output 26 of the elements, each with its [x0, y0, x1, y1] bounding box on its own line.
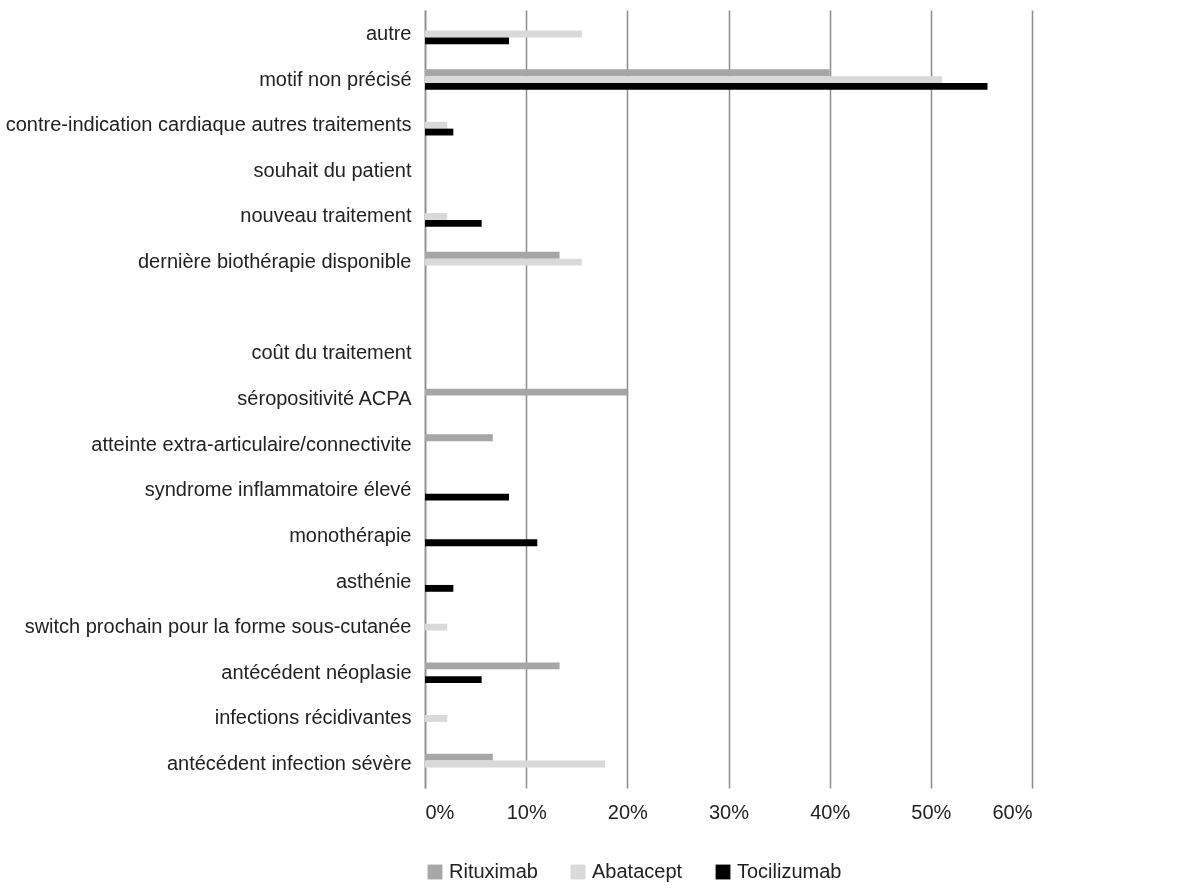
y-tick-label: nouveau traitement — [240, 204, 412, 227]
y-tick-label: autre — [365, 21, 412, 44]
x-tick-label: 10% — [506, 800, 547, 823]
y-tick-label: antécédent néoplasie — [221, 660, 412, 683]
y-tick-label: coût du traitement — [251, 341, 412, 364]
y-tick-label: antécédent infection sévère — [166, 752, 412, 775]
legend-label: Rituximab — [449, 860, 538, 882]
x-tick-label: 40% — [810, 800, 851, 823]
y-tick-label: souhait du patient — [253, 158, 412, 181]
y-tick-label: syndrome inflammatoire élevé — [144, 478, 412, 501]
y-tick-label: infections récidivantes — [214, 706, 412, 729]
legend-label: Abatacept — [592, 860, 683, 882]
x-tick-label: 50% — [911, 800, 952, 823]
y-tick-label: monothérapie — [289, 523, 412, 546]
y-tick-label: dernière biothérapie disponible — [137, 250, 412, 273]
x-tick-label: 20% — [607, 800, 649, 823]
y-tick-label: séropositivité ACPA — [237, 387, 413, 409]
y-tick-label: switch prochain pour la forme sous-cutanée — [24, 615, 412, 638]
y-tick-label: motif non précisé — [259, 67, 412, 90]
x-tick-label: 0% — [425, 800, 455, 823]
legend-label: Tocilizumab — [737, 860, 842, 882]
x-tick-label: 30% — [708, 800, 750, 823]
y-tick-label: contre-indication cardiaque autres traitements — [5, 113, 412, 136]
y-tick-label: asthénie — [335, 569, 412, 592]
y-tick-label: atteinte extra-articulaire/connectivite — [91, 432, 412, 455]
x-tick-label: 60% — [992, 800, 1033, 823]
